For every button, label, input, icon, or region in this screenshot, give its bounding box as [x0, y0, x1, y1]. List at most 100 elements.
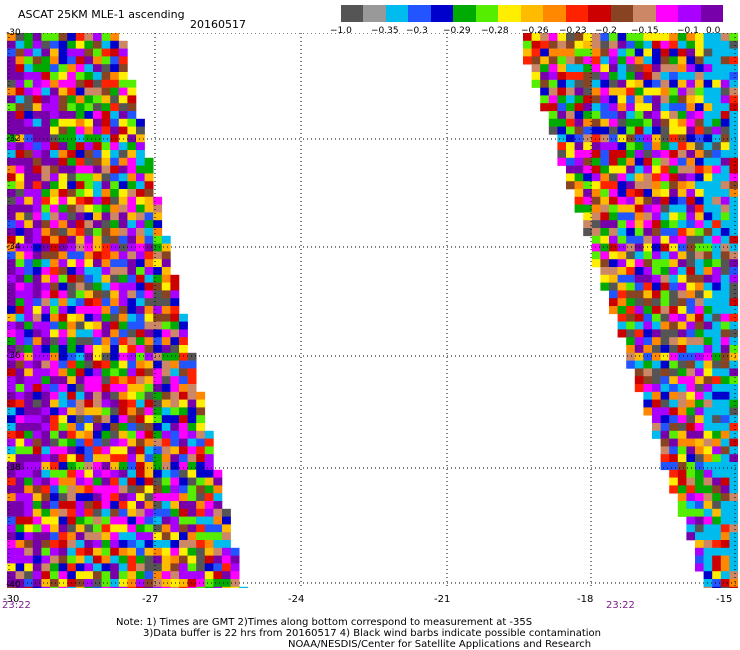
swath-cell [50, 454, 59, 463]
swath-cell [50, 508, 59, 517]
swath-cell [144, 407, 154, 416]
swath-cell [652, 376, 661, 385]
swath-cell [7, 142, 16, 151]
swath-cell [144, 298, 154, 307]
swath-cell [118, 477, 128, 486]
swath-cell [720, 72, 730, 81]
swath-cell [7, 399, 16, 408]
swath-cell [695, 118, 704, 127]
swath-cell [32, 446, 42, 455]
swath-cell [93, 391, 102, 400]
swath-cell [50, 111, 59, 120]
swath-cell [686, 33, 696, 42]
swath-cell [67, 165, 77, 174]
swath-cell [93, 48, 102, 57]
swath-cell [127, 376, 137, 385]
swath-cell [170, 477, 180, 486]
swath-cell [677, 454, 687, 463]
swath-cell [93, 56, 102, 65]
swath-cell [101, 376, 111, 385]
swath-cell [24, 493, 34, 502]
swath-cell [677, 235, 687, 244]
swath-cell [196, 477, 206, 486]
swath-cell [669, 415, 679, 424]
swath-cell [15, 563, 25, 572]
swath-cell [127, 251, 137, 260]
lon-label: -21 [434, 594, 451, 605]
swath-cell [712, 72, 722, 81]
swath-cell [695, 384, 704, 393]
swath-cell [720, 111, 730, 120]
swath-cell [41, 181, 51, 190]
swath-cell [574, 79, 584, 88]
swath-cell [703, 64, 713, 73]
swath-cell [617, 79, 627, 88]
swath-cell [222, 547, 231, 556]
swath-cell [93, 173, 102, 182]
swath-cell [84, 196, 94, 205]
swath-cell [7, 298, 16, 307]
swath-cell [729, 306, 738, 315]
swath-cell [660, 56, 670, 65]
swath-cell [669, 384, 679, 393]
lat-label: -34 [6, 242, 21, 252]
swath-cell [75, 376, 85, 385]
swath-cell [531, 48, 541, 57]
swath-cell [643, 173, 653, 182]
swath-cell [153, 454, 163, 463]
swath-cell [75, 399, 85, 408]
swath-cell [75, 516, 85, 525]
swath-cell [118, 399, 128, 408]
swath-cell [703, 165, 713, 174]
swath-cell [179, 384, 188, 393]
swath-cell [67, 407, 77, 416]
swath-cell [101, 173, 111, 182]
swath-cell [161, 563, 171, 572]
swath-cell [110, 111, 120, 120]
swath-cell [669, 165, 679, 174]
swath-cell [118, 415, 128, 424]
swath-cell [686, 220, 696, 229]
swath-cell [93, 267, 102, 276]
swath-cell [712, 547, 722, 556]
swath-cell [67, 228, 77, 237]
swath-cell [712, 212, 722, 221]
swath-cell [136, 493, 145, 502]
swath-cell [84, 586, 94, 588]
swath-cell [41, 228, 51, 237]
colorbar-swatch [430, 5, 454, 22]
swath-cell [84, 235, 94, 244]
swath-cell [161, 274, 171, 283]
swath-cell [50, 306, 59, 315]
swath-cell [7, 72, 16, 81]
swath-cell [15, 56, 25, 65]
note-line-2: 3)Data buffer is 22 hrs from 20160517 4)… [143, 628, 601, 639]
swath-cell [127, 384, 137, 393]
swath-cell [566, 56, 575, 65]
swath-cell [720, 126, 730, 135]
swath-cell [703, 290, 713, 299]
swath-cell [703, 95, 713, 104]
swath-cell [609, 87, 618, 96]
swath-cell [84, 87, 94, 96]
swath-cell [695, 111, 704, 120]
swath-cell [652, 126, 661, 135]
swath-cell [213, 540, 223, 549]
swath-cell [720, 454, 730, 463]
swath-cell [686, 501, 696, 510]
swath-cell [179, 501, 188, 510]
swath-cell [574, 134, 584, 143]
swath-cell [67, 290, 77, 299]
swath-cell [643, 196, 653, 205]
swath-cell [118, 259, 128, 268]
swath-cell [626, 329, 636, 338]
swath-cell [712, 313, 722, 322]
swath-cell [7, 126, 16, 135]
swath-cell [93, 189, 102, 198]
swath-cell [75, 157, 85, 166]
swath-cell [110, 477, 120, 486]
swath-cell [703, 228, 713, 237]
swath-cell [703, 267, 713, 276]
swath-cell [712, 87, 722, 96]
swath-cell [7, 165, 16, 174]
